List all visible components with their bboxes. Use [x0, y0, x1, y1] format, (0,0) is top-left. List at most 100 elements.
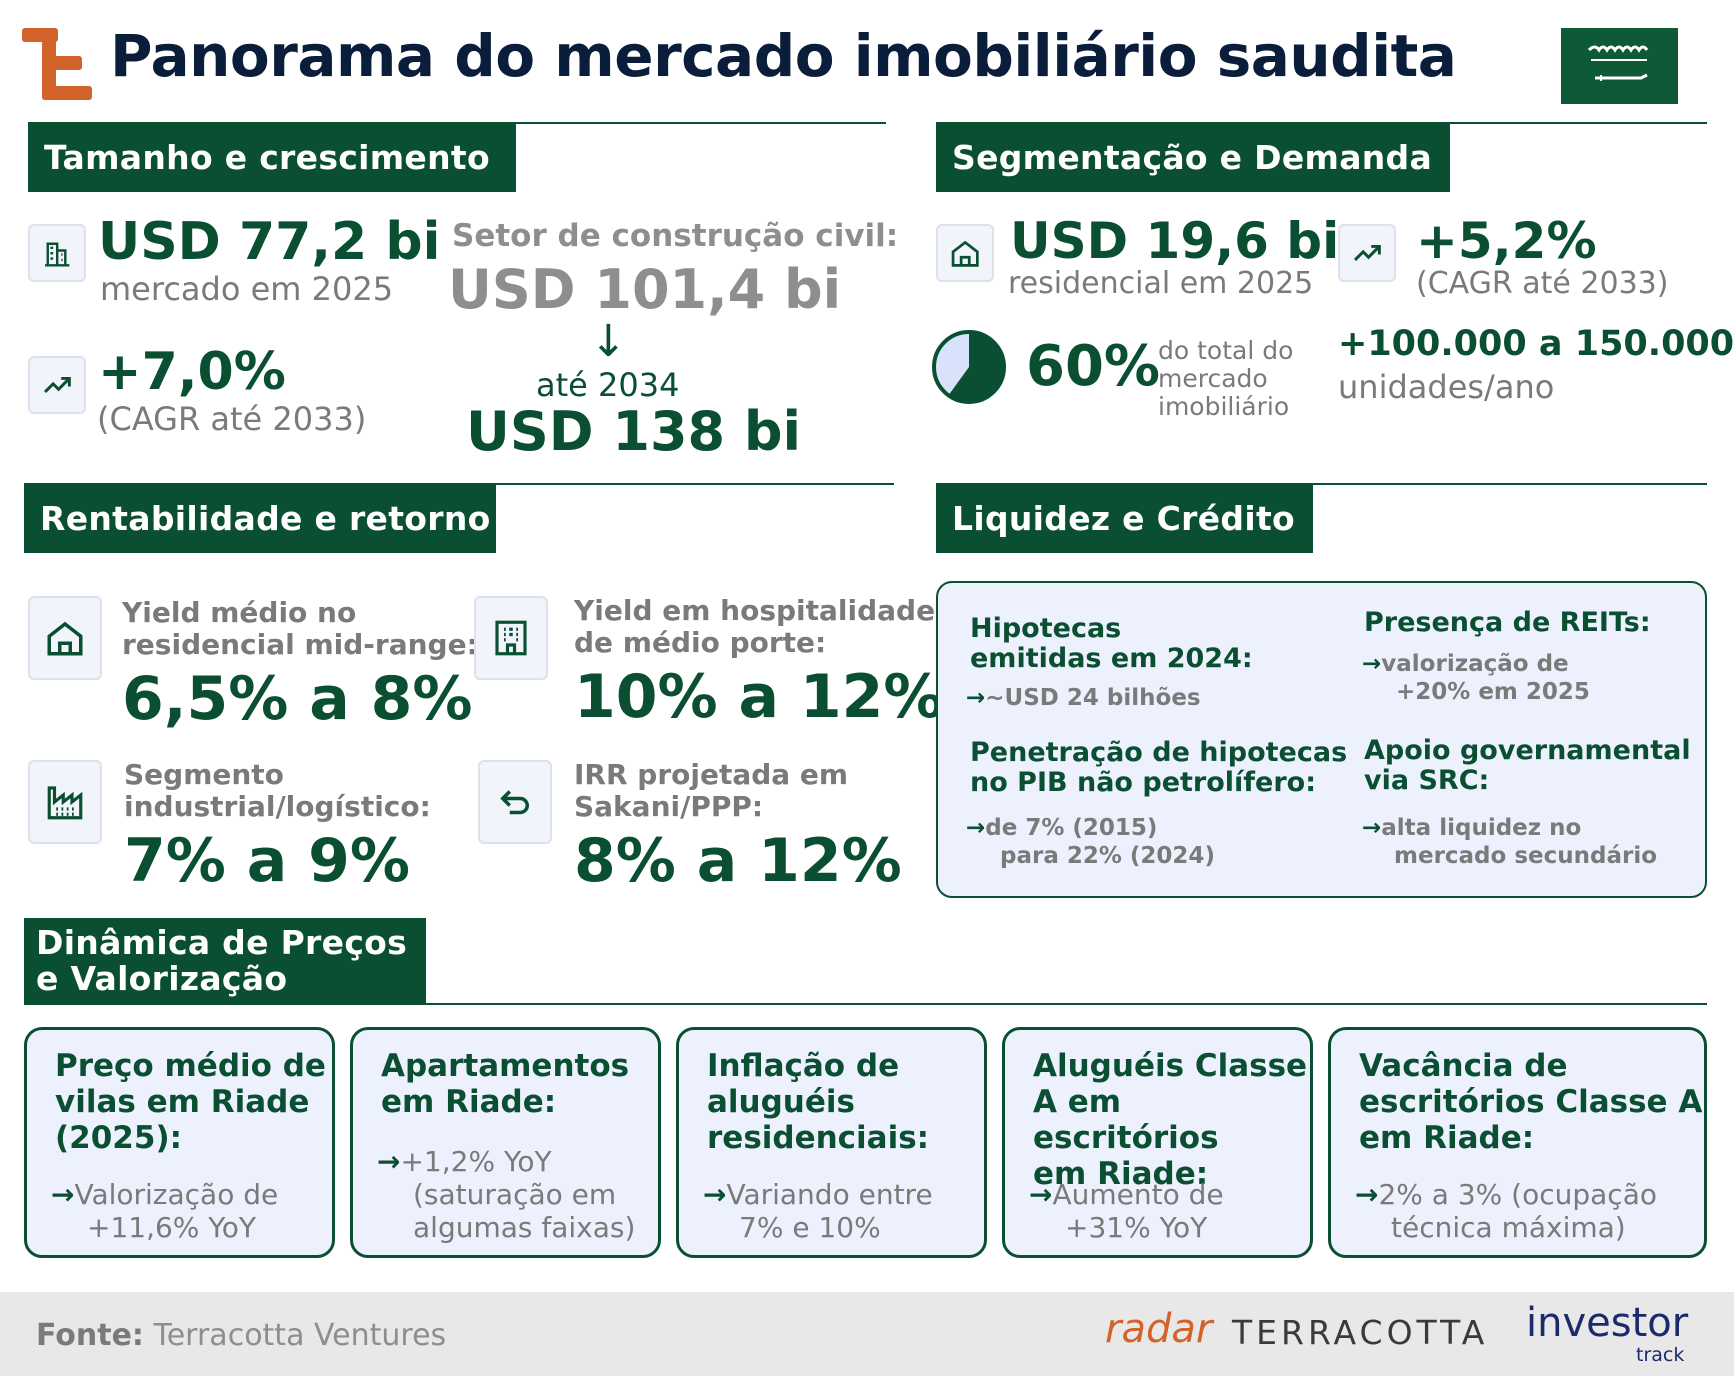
liquidity-text-line-1: valorização de [1381, 651, 1569, 677]
liquidity-text: →alta liquidez no [1362, 814, 1581, 842]
saudi-flag-icon [1561, 28, 1678, 104]
market-size-label: mercado em 2025 [100, 270, 394, 308]
market-share-slice [948, 332, 1004, 402]
source-label: Fonte: [36, 1318, 144, 1353]
liquidity-title-line-2: via SRC: [1364, 765, 1490, 796]
market-cagr-value: +7,0% [98, 342, 286, 402]
construction-year: até 2034 [536, 366, 680, 404]
terracotta-logo-icon [22, 28, 92, 100]
factory-icon-box [28, 760, 102, 844]
liquidity-title-line-1: Hipotecas [970, 613, 1122, 644]
construction-future-value: USD 138 bi [466, 400, 802, 463]
terracotta-logo-text: TERRACOTTA [1232, 1313, 1489, 1352]
trending-up-icon [43, 376, 71, 393]
section-header-liquidity: Liquidez e Crédito [936, 483, 1313, 553]
prices-heading-line-2: e Valorização [36, 959, 288, 998]
liquidity-title-line-1: Apoio governamental [1364, 735, 1691, 766]
liquidity-panel [936, 581, 1707, 898]
price-card-text: →Aumento de +31% YoY [1029, 1178, 1224, 1244]
price-card-text: →2% a 3% (ocupação técnica máxima) [1355, 1178, 1657, 1244]
price-card: Apartamentos em Riade: →+1,2% YoY (satur… [350, 1027, 661, 1258]
liquidity-text: →de 7% (2015) [966, 814, 1157, 842]
price-card-text-line: Aumento de [1052, 1178, 1224, 1211]
factory-icon [47, 786, 83, 820]
construction-label: Setor de construção civil: [452, 218, 899, 254]
price-card-title-line: em Riade: [1359, 1120, 1535, 1156]
price-card-text-line: 2% a 3% (ocupação [1378, 1178, 1657, 1211]
price-card-title-line: (2025): [55, 1120, 183, 1156]
radar-logo: radar [1105, 1306, 1212, 1352]
liquidity-title-line-2: emitidas em 2024: [970, 643, 1253, 674]
price-card-title: Preço médio de vilas em Riade (2025): [55, 1048, 326, 1156]
price-card-title-line: Preço médio de [55, 1048, 326, 1084]
price-card-text-line: técnica máxima) [1391, 1211, 1626, 1244]
price-card-title-line: A em escritórios [1033, 1084, 1219, 1156]
liquidity-text: →valorização de [1362, 650, 1569, 678]
liquidity-title-line-1: Presença de REITs: [1364, 607, 1651, 638]
price-card-title-line: em Riade: [381, 1084, 557, 1120]
price-card-text-line: Variando entre [726, 1178, 933, 1211]
section-header-size-growth: Tamanho e crescimento [28, 122, 516, 192]
price-card-text-line: (saturação em [413, 1178, 617, 1211]
arrow-right-icon: → [1362, 651, 1382, 677]
page-title: Panorama do mercado imobiliário saudita [110, 22, 1457, 90]
liquidity-text: →~USD 24 bilhões [966, 684, 1201, 712]
price-card-title-line: em Riade: [1033, 1156, 1209, 1192]
home-icon [951, 240, 979, 267]
profit-value: 7% a 9% [124, 826, 410, 896]
price-card: Inflação de aluguéis residenciais: →Vari… [676, 1027, 987, 1258]
section-header-prices: Dinâmica de Preços e Valorização [24, 918, 426, 1004]
profit-value: 6,5% a 8% [122, 664, 473, 734]
market-cagr-label: (CAGR até 2033) [97, 400, 367, 438]
office-building-icon [44, 242, 70, 267]
section-divider [24, 1003, 1707, 1005]
price-card-text: →Variando entre 7% e 10% [703, 1178, 933, 1244]
residential-cagr-label: (CAGR até 2033) [1416, 266, 1669, 301]
arrow-right-icon: → [1029, 1178, 1053, 1211]
arrow-right-icon: → [966, 685, 986, 711]
liquidity-text-line-1: ~USD 24 bilhões [985, 685, 1201, 711]
price-card-text-line: Valorização de [74, 1178, 279, 1211]
construction-arrow-icon: ↓ [590, 316, 627, 367]
return-arrow-icon [500, 790, 529, 815]
price-card-title: Apartamentos em Riade: [381, 1048, 629, 1120]
price-card-text-line: +11,6% YoY [87, 1211, 256, 1244]
profit-label-line-1: Segmento [124, 758, 284, 791]
units-label: unidades/ano [1338, 368, 1555, 406]
trend-icon-box [28, 356, 86, 414]
price-card-title-line: vilas em Riade [55, 1084, 310, 1120]
residential-value: USD 19,6 bi [1010, 212, 1340, 270]
price-card-title-line: Apartamentos [381, 1048, 630, 1084]
profit-value: 10% a 12% [574, 662, 944, 732]
price-card-text-line: algumas faixas) [413, 1211, 636, 1244]
building-icon-box [28, 224, 86, 282]
investor-track-logo-text: track [1636, 1344, 1685, 1366]
residential-cagr-value: +5,2% [1416, 212, 1597, 270]
home-icon-box [936, 224, 994, 282]
liquidity-text-line-2: para 22% (2024) [1000, 843, 1215, 869]
share-value: 60% [1026, 334, 1161, 399]
price-card-text-line: 7% e 10% [739, 1211, 881, 1244]
trending-up-icon [1353, 244, 1381, 261]
profit-label-line-1: Yield médio no [122, 596, 357, 629]
hotel-building-icon [495, 620, 527, 656]
profit-label-line-2: de médio porte: [574, 626, 827, 659]
price-card-text: →Valorização de +11,6% YoY [51, 1178, 278, 1244]
footer [0, 1292, 1734, 1376]
market-size-value: USD 77,2 bi [98, 212, 441, 272]
arrow-right-icon: → [51, 1178, 75, 1211]
share-label-line-1: do total do [1158, 336, 1294, 365]
liquidity-text-line-2: +20% em 2025 [1396, 679, 1590, 705]
market-share-pie-icon [932, 330, 1006, 404]
source-value: Terracotta Ventures [153, 1318, 447, 1353]
liquidity-text-line-1: de 7% (2015) [985, 815, 1158, 841]
price-card-title-line: escritórios Classe A [1359, 1084, 1703, 1120]
price-card: Aluguéis Classe A em escritórios em Riad… [1002, 1027, 1313, 1258]
price-card-title-line: residenciais: [707, 1120, 930, 1156]
profit-value: 8% a 12% [574, 826, 902, 896]
profit-label-line-2: residencial mid-range: [122, 628, 478, 661]
section-header-profitability: Rentabilidade e retorno [24, 483, 496, 553]
section-header-segmentation: Segmentação e Demanda [936, 122, 1450, 192]
liquidity-text-line-1: alta liquidez no [1381, 815, 1582, 841]
arrow-right-icon: → [1355, 1178, 1379, 1211]
